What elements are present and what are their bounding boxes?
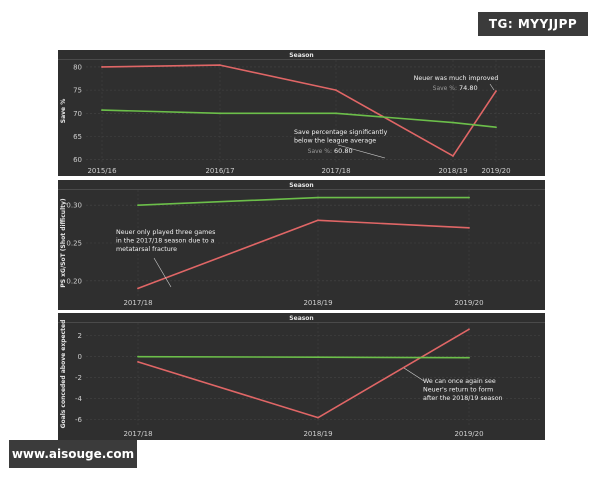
y-tick-label: 0.20 <box>66 277 82 285</box>
green-series-point <box>317 356 319 359</box>
y-tick-label: 60 <box>73 156 82 164</box>
x-tick-label: 2018/19 <box>303 299 332 307</box>
x-axis-title: Season <box>289 52 313 59</box>
red-series-point <box>137 287 139 290</box>
annotation-text: We can once again see <box>423 378 496 385</box>
red-series-point <box>317 416 319 419</box>
green-series-point <box>468 356 470 359</box>
annotation-value-label: Save %: <box>308 148 332 155</box>
x-tick-label: 2017/18 <box>123 299 152 307</box>
red-series-point <box>495 90 497 92</box>
y-tick-label: 2 <box>78 332 82 340</box>
red-series-point <box>468 226 470 229</box>
x-tick-label: 2016/17 <box>205 167 234 175</box>
x-axis-title: Season <box>289 315 313 322</box>
annotation-leader <box>337 144 386 159</box>
y-tick-label: 75 <box>73 87 82 95</box>
annotation-value: 60.80 <box>334 147 353 155</box>
annotation-text: Neuer was much improved <box>414 75 499 82</box>
red-series-point <box>452 155 454 157</box>
green-series-point <box>317 196 319 199</box>
annotation-value: 74.80 <box>459 84 478 92</box>
y-axis-title: Goals conceded above expected <box>60 320 67 429</box>
save-percentage-chart: Season 60 65 70 75 80 Save % 2015/16 2016/17 2017… <box>58 50 545 176</box>
green-series-point <box>219 112 221 115</box>
red-series-point <box>219 64 221 66</box>
annotation-text: Neuer's return to form <box>423 387 493 394</box>
x-tick-label: 2019/20 <box>454 299 483 307</box>
goals-above-expected-chart: Season -6 -4 -2 0 2 Goals conceded above expec… <box>58 313 545 440</box>
green-series-point <box>495 126 497 129</box>
y-axis-title: Save % <box>60 99 67 123</box>
x-tick-label: 2017/18 <box>321 167 350 175</box>
y-tick-label: -6 <box>75 416 83 424</box>
x-axis-title: Season <box>289 182 313 189</box>
green-series-point <box>137 355 139 358</box>
x-tick-label: 2019/20 <box>481 167 510 175</box>
annotation-text: Neuer only played three games <box>116 229 215 236</box>
y-tick-label: 70 <box>73 110 82 118</box>
red-series-point <box>468 328 470 331</box>
x-tick-label: 2015/16 <box>87 167 117 175</box>
watermark-bottom: www.aisouge.com <box>9 440 137 468</box>
annotation-leader <box>403 367 425 382</box>
green-series-point <box>452 121 454 124</box>
green-series-point <box>137 204 139 207</box>
watermark-top: TG: MYYJJPP <box>478 12 588 36</box>
y-tick-label: 0 <box>78 353 82 361</box>
y-tick-label: 0.30 <box>66 202 82 210</box>
annotation-text: after the 2018/19 season <box>423 395 503 402</box>
annotation-text: metatarsal fracture <box>116 246 177 253</box>
annotation-value-label: Save %: <box>433 85 457 92</box>
green-series-point <box>335 112 337 115</box>
annotation-text: below the league average <box>294 138 376 145</box>
red-series-point <box>335 89 337 92</box>
green-series-point <box>101 109 103 111</box>
y-tick-label: 65 <box>73 133 82 141</box>
green-series-line <box>137 355 470 359</box>
chart-background <box>58 313 545 440</box>
x-tick-label: 2019/20 <box>454 430 483 438</box>
y-tick-label: -2 <box>75 374 82 382</box>
red-series-point <box>101 66 103 68</box>
green-series-point <box>468 196 470 199</box>
y-tick-label: 0.25 <box>66 240 82 248</box>
y-tick-label: -4 <box>75 395 83 403</box>
x-tick-label: 2018/19 <box>438 167 467 175</box>
chart-background <box>58 180 545 310</box>
annotation-text: Save percentage significantly <box>294 129 388 136</box>
annotation-leader <box>489 83 495 91</box>
red-series-point <box>137 361 139 363</box>
x-tick-label: 2018/19 <box>303 430 332 438</box>
x-tick-label: 2017/18 <box>123 430 152 438</box>
annotation-leader <box>153 257 172 288</box>
y-tick-label: 80 <box>73 63 82 71</box>
red-series-point <box>317 219 319 222</box>
y-axis-title: PS xG/SoT (Shot difficulty) <box>60 198 67 288</box>
annotation-text: in the 2017/18 season due to a <box>116 238 215 245</box>
